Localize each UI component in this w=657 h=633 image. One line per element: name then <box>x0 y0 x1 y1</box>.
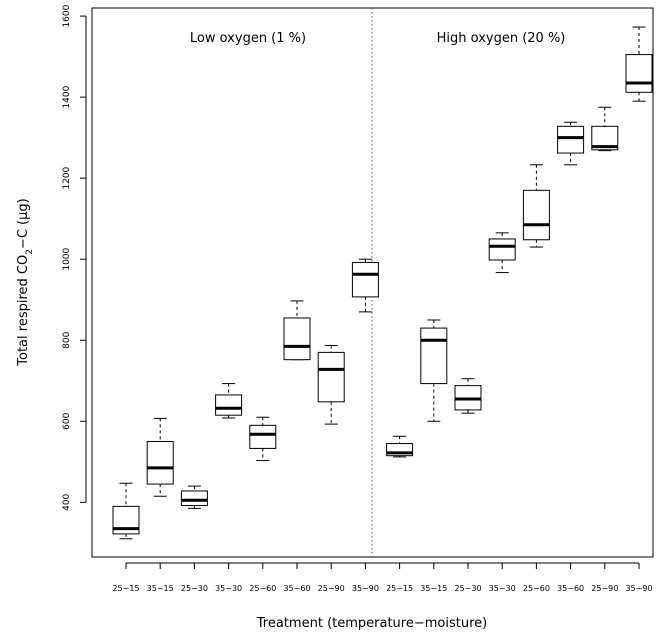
x-tick-label: 35−30 <box>215 584 242 593</box>
box-7 <box>317 345 345 425</box>
box-iqr <box>317 351 345 403</box>
y-axis-title: Total respired CO2−C (μg) <box>16 198 35 366</box>
box-5 <box>249 416 277 462</box>
x-tick-label: 25−90 <box>318 584 345 593</box>
y-tick-label: 400 <box>62 493 72 510</box>
box-iqr <box>488 238 516 261</box>
box-iqr <box>557 125 585 154</box>
x-tick-label: 25−60 <box>249 584 276 593</box>
x-tick-label: 35−15 <box>420 584 447 593</box>
box-8 <box>351 258 379 313</box>
x-axis: 25−15 35−15 25−30 35−30 25−60 35−60 25−90 35−90… <box>112 562 653 593</box>
box-1 <box>112 482 140 540</box>
y-tick-label: 800 <box>62 331 72 348</box>
box-4 <box>215 383 243 419</box>
box-13 <box>522 164 550 248</box>
box-iqr <box>420 327 448 385</box>
box-3 <box>180 485 208 509</box>
box-iqr <box>249 424 277 449</box>
y-tick-label: 1000 <box>62 247 72 270</box>
y-tick-label: 600 <box>62 412 72 429</box>
x-tick-label: 25−60 <box>523 584 550 593</box>
boxes-layer <box>112 26 653 540</box>
box-iqr <box>180 490 208 507</box>
x-tick-label: 25−15 <box>386 584 413 593</box>
y-axis-title-subscript: 2 <box>25 249 35 255</box>
x-tick-label: 35−90 <box>625 584 652 593</box>
x-tick-label: 35−60 <box>557 584 584 593</box>
box-iqr <box>625 54 653 93</box>
box-9 <box>386 435 414 458</box>
box-iqr <box>146 441 174 485</box>
x-tick-label: 35−15 <box>147 584 174 593</box>
x-axis-title: Treatment (temperature−moisture) <box>256 616 487 631</box>
box-14 <box>557 121 585 166</box>
box-11 <box>454 378 482 414</box>
y-tick-label: 1400 <box>62 85 72 108</box>
x-tick-label: 35−60 <box>283 584 310 593</box>
box-10 <box>420 319 448 422</box>
box-iqr <box>215 394 243 416</box>
x-tick-label: 25−30 <box>454 584 481 593</box>
x-tick-label: 25−15 <box>112 584 139 593</box>
y-axis: 400 600 800 1000 1200 1400 1600 <box>62 4 87 511</box>
box-12 <box>488 232 516 274</box>
box-iqr <box>283 317 311 361</box>
box-6 <box>283 300 311 361</box>
box-iqr <box>591 125 619 151</box>
y-tick-label: 1600 <box>62 4 72 27</box>
panel-label-high-oxygen: High oxygen (20 %) <box>437 31 566 46</box>
y-tick-label: 1200 <box>62 166 72 189</box>
panel-label-low-oxygen: Low oxygen (1 %) <box>190 31 306 46</box>
y-axis-title-suffix: −C (μg) <box>16 198 31 249</box>
box-2 <box>146 417 174 497</box>
box-16 <box>625 26 653 102</box>
x-tick-label: 35−30 <box>489 584 516 593</box>
y-axis-title-main: Total respired CO <box>16 255 31 367</box>
x-tick-label: 25−30 <box>181 584 208 593</box>
x-tick-label: 25−90 <box>591 584 618 593</box>
x-tick-label: 35−90 <box>352 584 379 593</box>
box-iqr <box>522 189 550 241</box>
box-15 <box>591 106 619 152</box>
box-iqr <box>351 261 379 298</box>
